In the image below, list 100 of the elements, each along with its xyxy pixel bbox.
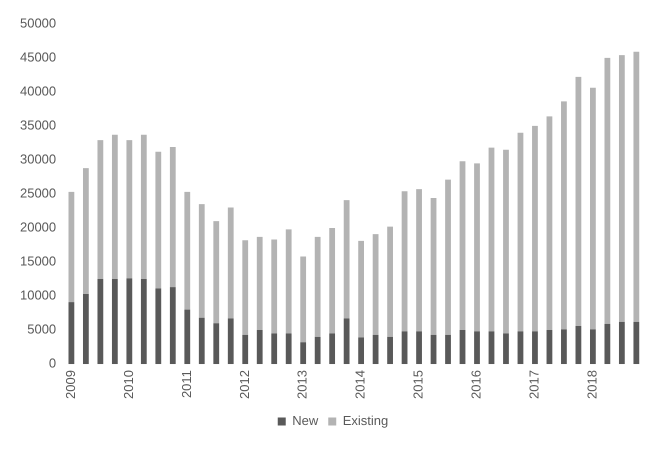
bar [155, 288, 162, 364]
bar [488, 331, 494, 364]
bar [97, 279, 104, 364]
bar [576, 326, 582, 364]
x-tick-label: 2016 [468, 370, 484, 399]
bar [344, 318, 350, 364]
y-tick-label: 20000 [20, 220, 56, 235]
x-tick-label: 2013 [294, 370, 310, 399]
legend-label: Existing [342, 413, 388, 428]
bar [184, 192, 190, 310]
bar [271, 240, 278, 334]
bar [503, 333, 509, 364]
bar [213, 221, 220, 324]
bar [532, 126, 538, 332]
bar [184, 310, 190, 364]
bar [228, 208, 234, 318]
y-tick-label: 10000 [20, 288, 56, 303]
bar [300, 342, 306, 364]
bar [82, 168, 89, 294]
bar [286, 229, 292, 334]
bar [604, 58, 610, 324]
bar [140, 134, 147, 280]
bar [170, 146, 176, 288]
x-tick-label: 2018 [584, 370, 600, 399]
bar [228, 318, 234, 364]
y-tick-label: 15000 [20, 254, 56, 269]
bar [474, 163, 480, 332]
bar [372, 234, 378, 335]
bar [68, 192, 74, 302]
bar [488, 148, 494, 332]
bar [633, 322, 640, 364]
bar [344, 200, 350, 318]
bar [633, 52, 640, 322]
bar [358, 240, 364, 338]
bar [126, 140, 132, 278]
bar [329, 333, 336, 364]
bar [198, 204, 205, 318]
bar [518, 132, 524, 332]
bar [618, 322, 625, 364]
bar [314, 236, 321, 337]
bar [561, 329, 567, 364]
y-tick-label: 30000 [20, 151, 56, 166]
bar [155, 152, 162, 289]
bar [82, 294, 89, 364]
bar [445, 180, 451, 335]
bar [140, 279, 147, 364]
bar [372, 334, 378, 364]
y-tick-label: 40000 [20, 83, 56, 98]
bar [126, 278, 132, 364]
bar [416, 331, 422, 364]
bar [430, 334, 436, 364]
bar [213, 323, 220, 364]
bar [198, 318, 205, 364]
y-tick-label: 50000 [20, 15, 56, 30]
bar [387, 226, 393, 337]
y-tick-label: 5000 [27, 322, 56, 337]
x-tick-label: 2010 [120, 370, 136, 399]
bar [300, 256, 306, 342]
bar [170, 287, 176, 364]
bar [112, 134, 118, 280]
x-tick-label: 2012 [236, 370, 252, 399]
x-tick-label: 2017 [526, 370, 542, 399]
bar [97, 140, 104, 280]
bar [256, 330, 263, 364]
bar [503, 150, 509, 334]
bar [590, 88, 596, 330]
bar [546, 330, 552, 364]
x-tick-label: 2011 [178, 370, 194, 398]
y-tick-label: 25000 [20, 186, 56, 201]
bar [561, 101, 567, 330]
bar [604, 324, 610, 364]
bar [416, 189, 422, 332]
bar [242, 334, 248, 364]
bar [460, 330, 466, 364]
y-tick-label: 35000 [20, 117, 56, 132]
bar [402, 331, 408, 364]
bar [474, 331, 480, 364]
bar [242, 240, 248, 335]
bar [532, 331, 538, 364]
bar [546, 116, 552, 330]
bar [430, 198, 436, 335]
y-tick-label: 0 [48, 356, 56, 371]
bar [358, 338, 364, 364]
bar [68, 302, 74, 364]
bar [402, 191, 408, 332]
x-tick-label: 2015 [410, 370, 426, 399]
bar [286, 333, 292, 364]
bar [271, 333, 278, 364]
bar [518, 331, 524, 364]
y-tick-label: 45000 [20, 49, 56, 64]
x-tick-label: 2009 [62, 370, 78, 399]
bar [445, 334, 451, 364]
bar [256, 236, 263, 330]
x-tick-label: 2014 [352, 370, 368, 399]
bar [314, 336, 321, 364]
bar [576, 76, 582, 326]
bar [590, 329, 596, 364]
bar [460, 161, 466, 330]
bar [387, 336, 393, 364]
legend-label: New [292, 413, 319, 428]
